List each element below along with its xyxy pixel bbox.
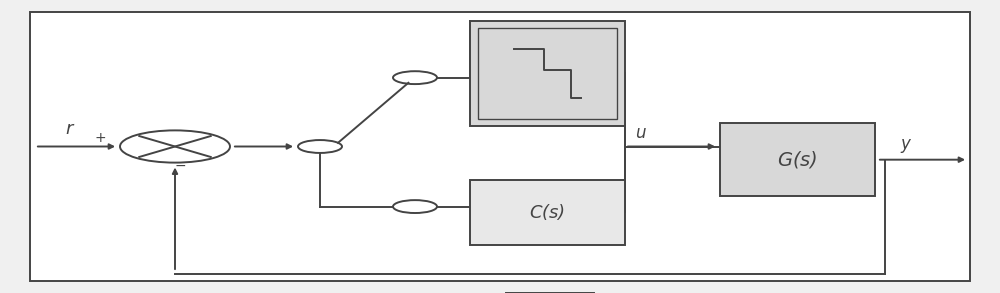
Text: $r$: $r$ (65, 120, 75, 139)
Bar (470, 21, 625, 126)
Bar (470, 180, 625, 245)
Bar (720, 123, 875, 196)
Text: $G$(s): $G$(s) (777, 149, 818, 170)
Text: $y$: $y$ (900, 137, 912, 155)
Bar (478, 28, 617, 119)
Text: −: − (174, 159, 186, 173)
Text: $u$: $u$ (635, 124, 647, 142)
Text: $C$(s): $C$(s) (529, 202, 566, 222)
Text: +: + (94, 131, 106, 145)
